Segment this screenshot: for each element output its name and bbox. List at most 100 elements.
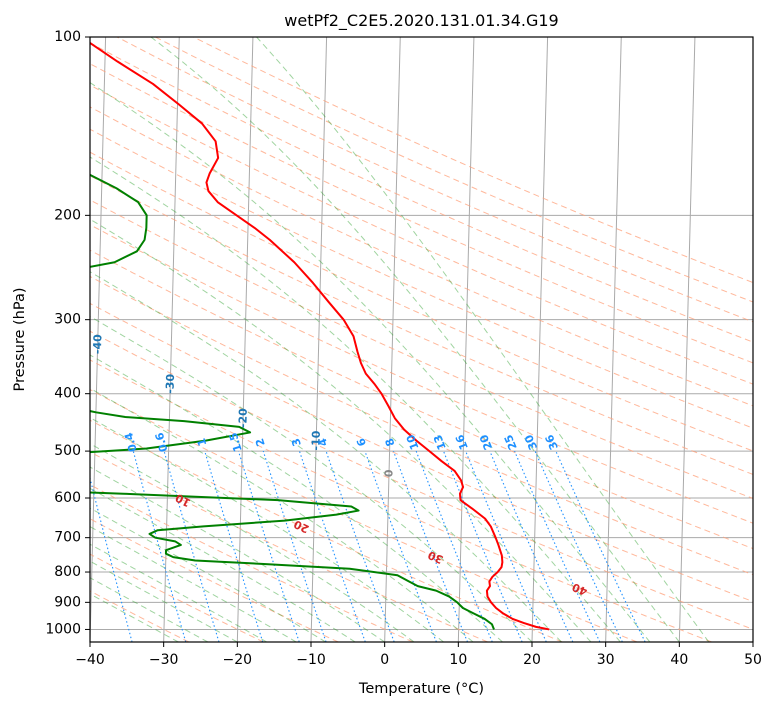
x-tick-label: 30 — [597, 652, 615, 668]
dry-adiabat-line — [90, 451, 488, 642]
moist-adiabat-line — [90, 82, 651, 642]
dry-adiabat-line — [90, 175, 753, 475]
moist-adiabat-line — [256, 37, 710, 642]
isotherm-line — [605, 37, 622, 642]
mixing-ratio-label: 1.5 — [227, 431, 245, 453]
moist-adiabat-line — [150, 37, 680, 642]
x-tick-label: 40 — [670, 652, 688, 668]
dewpoint-line — [90, 103, 495, 630]
dry-adiabat-line — [193, 37, 753, 284]
dry-adiabat-line — [90, 419, 563, 642]
isotherm-label: -20 — [236, 408, 250, 429]
isotherm-label: -30 — [164, 373, 178, 394]
x-tick-label: −30 — [149, 652, 179, 668]
mixing-ratio-line — [237, 450, 300, 642]
line-labels: -100-90-80-70-60-50-40-30-20-10010203040… — [91, 334, 589, 598]
mixing-ratio-label: 10 — [404, 432, 422, 451]
dry-adiabat-line — [90, 389, 638, 642]
y-axis: 100 200 300 400 500 600 700 800 900 1000 — [45, 29, 90, 637]
dry-adiabat-line — [90, 249, 753, 550]
x-tick-label: −10 — [296, 652, 326, 668]
mixing-ratio-line — [442, 450, 523, 642]
mixing-ratio-line — [325, 450, 395, 642]
dry-adiabat-line — [90, 484, 414, 642]
dry-adiabat-line — [90, 42, 753, 343]
dry-adiabat-line — [90, 590, 190, 642]
x-axis-label: Temperature (°C) — [358, 681, 484, 697]
temperature-line — [90, 41, 550, 631]
dry-adiabat-line — [90, 302, 753, 603]
mixing-ratio-line — [298, 450, 366, 642]
isotherm-label: -10 — [309, 430, 323, 451]
mixing-ratio-label: 20 — [477, 432, 495, 451]
x-tick-label: 0 — [380, 652, 389, 668]
mixing-ratio-line — [392, 450, 469, 642]
moist-adiabat-line — [90, 487, 356, 642]
y-axis-label: Pressure (hPa) — [12, 287, 28, 391]
dry-adiabat-line — [90, 275, 753, 576]
dry-adiabat-label: 40 — [570, 580, 589, 598]
y-tick-label: 800 — [54, 564, 81, 580]
moist-adiabat-line — [90, 466, 385, 642]
mixing-ratio-label: 25 — [502, 433, 520, 452]
mixing-ratio-label: 4 — [316, 436, 331, 448]
dry-adiabat-line — [90, 199, 753, 500]
moist-adiabat-line — [90, 387, 474, 642]
isotherm-line — [678, 37, 696, 642]
mixing-ratio-line — [364, 450, 437, 642]
dry-adiabat-line — [90, 106, 753, 407]
dry-adiabat-label: 10 — [173, 491, 193, 510]
moist-adiabat-line — [90, 156, 621, 642]
mixing-ratio-label: 6 — [354, 436, 369, 448]
mixing-ratio-label: 3 — [289, 437, 304, 448]
isotherm-line — [163, 37, 180, 642]
isotherm-label: -40 — [91, 334, 105, 355]
y-tick-label: 500 — [54, 443, 81, 459]
isotherm-line — [90, 37, 107, 642]
plot-frame — [89, 36, 754, 643]
mixing-ratio-line — [163, 450, 220, 642]
y-tick-label: 200 — [54, 207, 81, 223]
y-tick-label: 1000 — [45, 621, 81, 637]
mixing-ratio-line — [90, 475, 133, 642]
mixing-ratio-label: 0.4 — [122, 431, 140, 453]
x-tick-label: 10 — [449, 652, 467, 668]
dry-adiabat-label: 30 — [426, 548, 446, 566]
chart-title: wetPf2_C2E5.2020.131.01.34.G19 — [284, 11, 558, 31]
x-axis: −40 −30 −20 −10 0 10 20 30 40 50 — [75, 642, 762, 668]
moist-adiabat-line — [90, 218, 592, 642]
x-tick-label: 20 — [523, 652, 541, 668]
moist-adiabat-line — [90, 271, 562, 642]
isotherm-label: 0 — [382, 469, 395, 477]
moist-adiabat-line — [90, 443, 415, 642]
x-tick-label: 50 — [744, 652, 762, 668]
mixing-ratio-label: 1 — [195, 437, 210, 448]
y-tick-label: 900 — [54, 594, 81, 610]
moist-adiabat-line — [90, 507, 326, 642]
y-tick-label: 300 — [54, 312, 81, 328]
mixing-ratio-line — [465, 450, 547, 642]
moist-adiabat-line — [90, 526, 297, 642]
mixing-ratio-label: 16 — [453, 432, 471, 451]
moist-adiabat-line — [90, 315, 533, 642]
moist-adiabat-line — [90, 417, 444, 642]
mixing-ratio-label: 30 — [522, 432, 540, 452]
mixing-ratio-label: 8 — [383, 436, 398, 448]
isotherm-line — [457, 37, 475, 642]
x-tick-label: −40 — [75, 652, 105, 668]
mixing-ratio-label: 2 — [253, 437, 268, 448]
y-tick-label: 400 — [54, 386, 81, 402]
mixing-ratio-label: 13 — [431, 433, 449, 452]
sounding-lines — [90, 41, 550, 631]
y-tick-label: 700 — [54, 530, 81, 546]
y-tick-label: 100 — [54, 29, 81, 45]
isotherm-line — [384, 37, 401, 642]
mixing-ratio-label: 36 — [543, 432, 561, 452]
y-tick-label: 600 — [54, 490, 81, 506]
mixing-ratio-line — [489, 450, 574, 642]
dry-adiabat-label: 20 — [291, 517, 311, 535]
mixing-ratio-line — [204, 450, 264, 642]
dry-adiabat-line — [90, 359, 712, 642]
